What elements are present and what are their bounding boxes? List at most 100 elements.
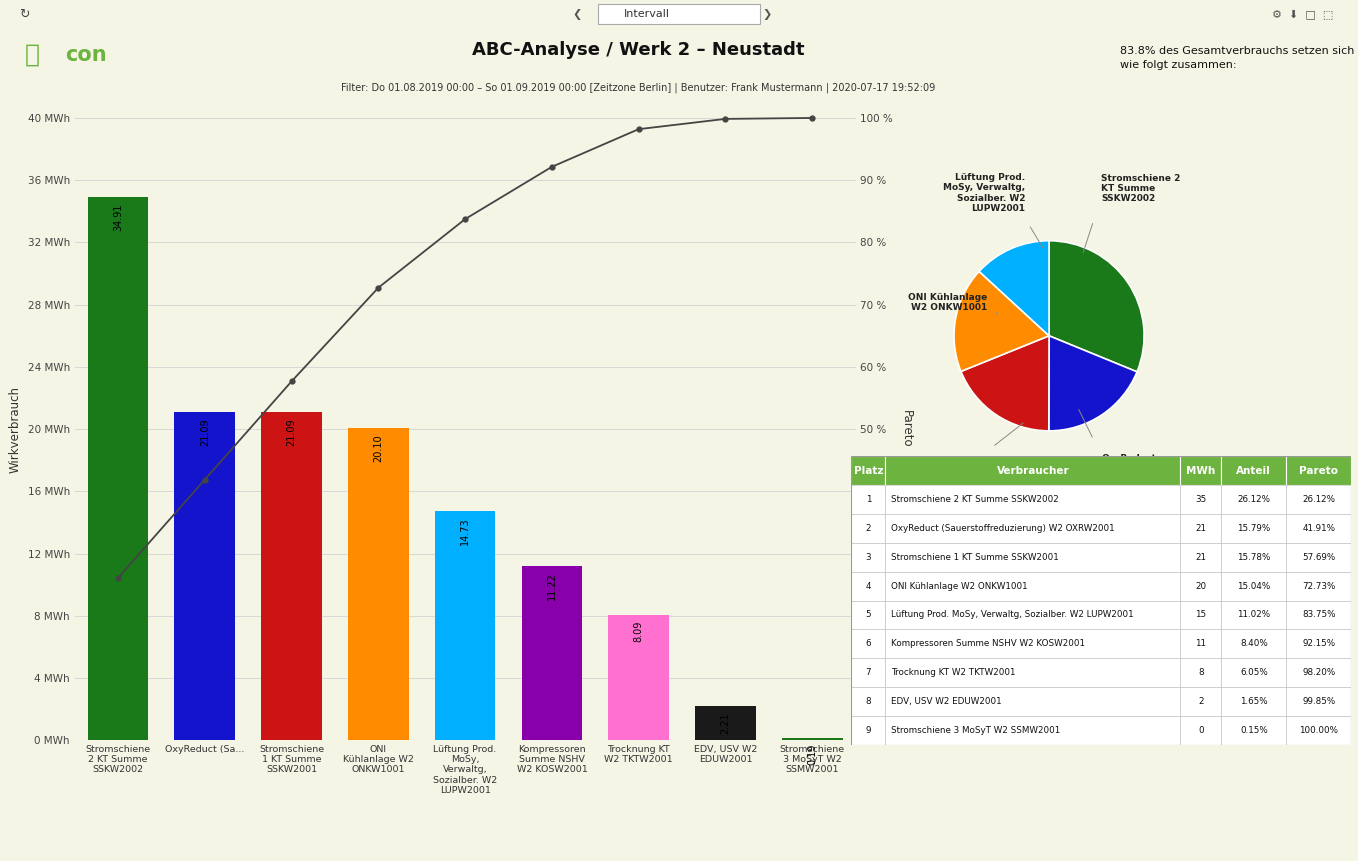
Text: 4: 4 bbox=[865, 582, 872, 591]
Text: 2.21: 2.21 bbox=[720, 712, 731, 734]
Text: Lüftung Prod. MoSy, Verwaltg, Sozialber. W2 LUPW2001: Lüftung Prod. MoSy, Verwaltg, Sozialber.… bbox=[891, 610, 1134, 619]
Text: 21.09: 21.09 bbox=[287, 418, 296, 446]
Bar bbox=[1221, 542, 1286, 572]
Text: ↻: ↻ bbox=[19, 8, 30, 21]
Text: Anteil: Anteil bbox=[1236, 466, 1271, 476]
Bar bbox=[851, 658, 885, 687]
Bar bbox=[348, 428, 409, 740]
Bar bbox=[851, 456, 885, 486]
Text: 15.04%: 15.04% bbox=[1237, 582, 1270, 591]
Text: MWh: MWh bbox=[1186, 466, 1215, 476]
Bar bbox=[1221, 658, 1286, 687]
Text: 57.69%: 57.69% bbox=[1302, 553, 1335, 561]
Bar bbox=[1286, 572, 1351, 601]
Text: 0.19: 0.19 bbox=[807, 744, 818, 765]
Text: 92.15%: 92.15% bbox=[1302, 640, 1335, 648]
Text: 26.12%: 26.12% bbox=[1302, 495, 1335, 504]
Text: Stromschiene 1
KT Summe
SSKW2001: Stromschiene 1 KT Summe SSKW2001 bbox=[903, 463, 983, 493]
Y-axis label: Wirkverbrauch: Wirkverbrauch bbox=[10, 386, 22, 473]
Bar bbox=[1221, 514, 1286, 543]
Bar bbox=[1286, 542, 1351, 572]
Text: 6.05%: 6.05% bbox=[1240, 668, 1267, 677]
Text: ❯: ❯ bbox=[763, 9, 771, 20]
Bar bbox=[1286, 485, 1351, 514]
Bar bbox=[521, 566, 583, 740]
Bar bbox=[1286, 716, 1351, 745]
Text: Platz: Platz bbox=[854, 466, 883, 476]
Bar bbox=[885, 716, 1180, 745]
Bar bbox=[885, 658, 1180, 687]
Text: 41.91%: 41.91% bbox=[1302, 524, 1335, 533]
Text: Trocknung KT W2 TKTW2001: Trocknung KT W2 TKTW2001 bbox=[891, 668, 1016, 677]
Bar bbox=[435, 511, 496, 740]
Bar bbox=[1180, 542, 1221, 572]
Bar bbox=[851, 601, 885, 629]
Text: 100.00%: 100.00% bbox=[1300, 726, 1338, 734]
Text: OxyReduct
(Sauerstoffreduzier
W2 OXRW2001: OxyReduct (Sauerstoffreduzier W2 OXRW200… bbox=[1101, 454, 1202, 484]
Bar bbox=[1180, 687, 1221, 716]
Bar bbox=[1286, 456, 1351, 486]
Text: 6: 6 bbox=[865, 640, 872, 648]
Bar bbox=[885, 514, 1180, 543]
Bar bbox=[1286, 601, 1351, 629]
Text: 2: 2 bbox=[1198, 697, 1203, 706]
Bar bbox=[1180, 456, 1221, 486]
Bar bbox=[851, 716, 885, 745]
Text: 99.85%: 99.85% bbox=[1302, 697, 1335, 706]
Text: Kompressoren Summe NSHV W2 KOSW2001: Kompressoren Summe NSHV W2 KOSW2001 bbox=[891, 640, 1085, 648]
Text: con: con bbox=[65, 45, 107, 65]
Text: 9: 9 bbox=[865, 726, 872, 734]
Text: 11.22: 11.22 bbox=[547, 572, 557, 600]
Text: 35: 35 bbox=[1195, 495, 1206, 504]
Text: 11.02%: 11.02% bbox=[1237, 610, 1270, 619]
Text: 72.73%: 72.73% bbox=[1302, 582, 1335, 591]
Text: 15.78%: 15.78% bbox=[1237, 553, 1271, 561]
Bar bbox=[695, 706, 756, 740]
Bar bbox=[1221, 601, 1286, 629]
Text: 21.09: 21.09 bbox=[200, 418, 210, 446]
Text: 20: 20 bbox=[1195, 582, 1206, 591]
Bar bbox=[1180, 629, 1221, 658]
Bar bbox=[885, 456, 1180, 486]
Text: 5: 5 bbox=[865, 610, 872, 619]
Wedge shape bbox=[955, 271, 1050, 371]
Text: 21: 21 bbox=[1195, 524, 1206, 533]
Text: 11: 11 bbox=[1195, 640, 1206, 648]
Text: 15: 15 bbox=[1195, 610, 1206, 619]
Text: Verbraucher: Verbraucher bbox=[997, 466, 1069, 476]
Y-axis label: Pareto: Pareto bbox=[899, 411, 913, 448]
Text: 83.8% des Gesamtverbrauchs setzen sich
wie folgt zusammen:: 83.8% des Gesamtverbrauchs setzen sich w… bbox=[1120, 46, 1355, 70]
Text: 2: 2 bbox=[865, 524, 872, 533]
Bar bbox=[851, 572, 885, 601]
Text: Stromschiene 2
KT Summe
SSKW2002: Stromschiene 2 KT Summe SSKW2002 bbox=[1101, 174, 1180, 203]
Text: 26.12%: 26.12% bbox=[1237, 495, 1270, 504]
Text: OxyReduct (Sauerstoffreduzierung) W2 OXRW2001: OxyReduct (Sauerstoffreduzierung) W2 OXR… bbox=[891, 524, 1115, 533]
Bar bbox=[1180, 572, 1221, 601]
Bar bbox=[1180, 514, 1221, 543]
Bar bbox=[88, 197, 148, 740]
Text: Stromschiene 1 KT Summe SSKW2001: Stromschiene 1 KT Summe SSKW2001 bbox=[891, 553, 1059, 561]
Text: ⚙  ⬇  □  ⬚: ⚙ ⬇ □ ⬚ bbox=[1272, 9, 1334, 19]
Bar bbox=[1221, 629, 1286, 658]
Text: 8.09: 8.09 bbox=[634, 621, 644, 642]
Text: ❮: ❮ bbox=[573, 9, 581, 20]
Text: 7: 7 bbox=[865, 668, 872, 677]
Bar bbox=[885, 485, 1180, 514]
Bar bbox=[1286, 687, 1351, 716]
Text: 34.91: 34.91 bbox=[113, 203, 124, 231]
Wedge shape bbox=[1048, 241, 1143, 372]
Bar bbox=[851, 687, 885, 716]
Text: Stromschiene 3 MoSyT W2 SSMW2001: Stromschiene 3 MoSyT W2 SSMW2001 bbox=[891, 726, 1061, 734]
Text: 8: 8 bbox=[865, 697, 872, 706]
Text: 14.73: 14.73 bbox=[460, 517, 470, 545]
Text: EDV, USV W2 EDUW2001: EDV, USV W2 EDUW2001 bbox=[891, 697, 1002, 706]
Bar bbox=[1286, 629, 1351, 658]
Text: Lüftung Prod.
MoSy, Verwaltg,
Sozialber. W2
LUPW2001: Lüftung Prod. MoSy, Verwaltg, Sozialber.… bbox=[944, 173, 1025, 214]
Text: 0: 0 bbox=[1198, 726, 1203, 734]
Wedge shape bbox=[961, 336, 1050, 430]
Bar bbox=[1180, 601, 1221, 629]
Bar bbox=[174, 412, 235, 740]
Bar bbox=[885, 629, 1180, 658]
Bar bbox=[1221, 456, 1286, 486]
Text: Filter: Do 01.08.2019 00:00 – So 01.09.2019 00:00 [Zeitzone Berlin] | Benutzer: : Filter: Do 01.08.2019 00:00 – So 01.09.2… bbox=[341, 83, 936, 93]
